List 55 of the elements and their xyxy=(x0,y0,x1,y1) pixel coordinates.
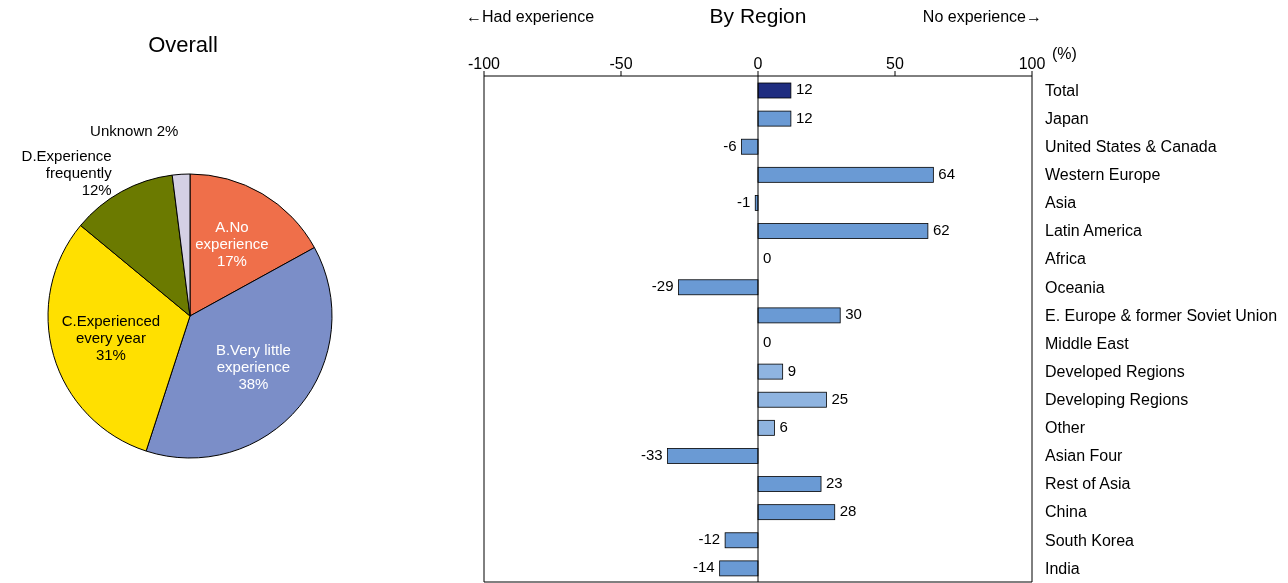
y-tick-label: Oceania xyxy=(1045,278,1105,296)
y-tick-label: Asian Four xyxy=(1045,447,1124,465)
x-tick-label: -100 xyxy=(467,55,501,72)
data-label: -14 xyxy=(692,558,715,576)
data-label: 6 xyxy=(779,417,788,435)
x-tick-label: 100 xyxy=(1018,55,1046,72)
data-label: 28 xyxy=(839,502,857,520)
slice-label: Unknown 2% xyxy=(90,122,179,140)
data-label: 30 xyxy=(845,305,862,323)
y-tick-label: Africa xyxy=(1045,250,1086,268)
data-label: -1 xyxy=(736,192,751,210)
data-label: -6 xyxy=(723,136,737,154)
y-tick-label: Rest of Asia xyxy=(1045,475,1131,493)
y-tick-label: Developed Regions xyxy=(1045,362,1185,380)
data-label: 9 xyxy=(787,361,796,379)
slice-label: B.Very little experience xyxy=(215,341,291,376)
y-tick-label: India xyxy=(1045,559,1080,577)
data-label: 25 xyxy=(831,389,849,407)
data-label: 0 xyxy=(763,333,772,351)
slice-label: C.Experienced every year xyxy=(61,311,161,346)
x-axis-title: (%) xyxy=(1052,45,1077,63)
text: No experience→ xyxy=(922,8,1042,25)
chart-title: By Region xyxy=(709,4,807,27)
y-tick-label: Latin America xyxy=(1045,222,1143,240)
data-label: 0 xyxy=(763,249,772,267)
data-label: -12 xyxy=(698,530,721,548)
y-tick-label: Other xyxy=(1045,419,1086,437)
x-tick-label: 50 xyxy=(886,55,904,72)
y-tick-label: E. Europe & former Soviet Union xyxy=(1045,306,1278,324)
x-tick-label: -50 xyxy=(609,55,633,72)
y-tick-label: United States & Canada xyxy=(1045,137,1217,155)
y-tick-label: Western Europe xyxy=(1045,166,1161,184)
data-label: 23 xyxy=(826,474,843,492)
y-tick-label: Total xyxy=(1045,81,1079,99)
x-tick-label: 0 xyxy=(753,55,763,72)
data-label: 17% xyxy=(216,252,247,270)
y-tick-label: South Korea xyxy=(1045,531,1135,549)
data-label: 12% xyxy=(81,180,112,198)
data-label: 31% xyxy=(95,345,126,363)
chart-title: Overall xyxy=(147,32,219,58)
data-label: 12 xyxy=(795,108,813,126)
data-label: 38% xyxy=(238,375,269,393)
y-tick-label: China xyxy=(1045,503,1087,521)
text: ←Had experience xyxy=(466,8,595,26)
slice-label: A.No experience xyxy=(195,218,269,253)
data-label: -33 xyxy=(640,445,663,463)
data-label: 62 xyxy=(932,221,950,239)
y-tick-label: Developing Regions xyxy=(1045,390,1189,408)
y-tick-label: Middle East xyxy=(1045,334,1130,352)
data-label: 64 xyxy=(938,164,956,182)
slice-label: D.Experience frequently xyxy=(21,146,113,181)
y-tick-label: Japan xyxy=(1045,109,1089,127)
data-label: 12 xyxy=(795,80,813,98)
y-tick-label: Asia xyxy=(1045,194,1077,212)
data-label: -29 xyxy=(651,277,674,295)
